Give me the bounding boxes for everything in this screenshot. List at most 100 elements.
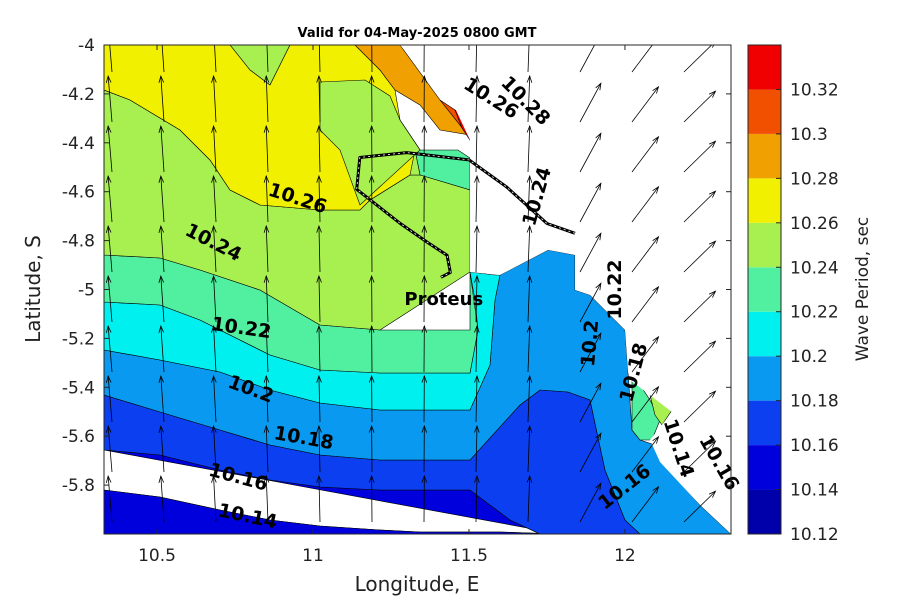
wave-arrow-head: [595, 332, 602, 341]
wave-arrow-head: [263, 374, 270, 383]
wave-arrow-shaft: [527, 126, 531, 173]
wave-arrow-shaft: [265, 226, 269, 273]
colorbar-tick-label: 10.16: [790, 436, 839, 456]
wave-arrow-shaft: [683, 240, 716, 273]
wave-arrow-shaft: [107, 476, 113, 523]
wave-arrow-head: [652, 485, 660, 494]
wave-arrow-shaft: [213, 426, 217, 473]
wave-arrow-shaft: [318, 176, 321, 223]
wave-arrow-head: [595, 282, 602, 291]
wave-arrow-shaft: [107, 76, 113, 123]
colorbar-swatch: [748, 400, 781, 446]
wave-arrow-head: [211, 374, 217, 383]
wave-arrow-head: [263, 424, 270, 433]
wave-arrow-shaft: [107, 126, 113, 173]
wave-arrow-head: [158, 274, 165, 283]
wave-arrow-head: [158, 124, 165, 133]
colorbar-swatch: [748, 89, 781, 134]
wave-arrow-head: [526, 224, 533, 233]
wave-arrow-shaft: [107, 176, 113, 223]
wave-arrow-head: [105, 374, 112, 384]
wave-arrow-shaft: [579, 383, 602, 423]
wave-arrow-shaft: [318, 326, 321, 373]
wave-arrow-shaft: [161, 45, 165, 73]
wave-arrow-shaft: [527, 176, 531, 223]
wave-arrow-shaft: [527, 76, 531, 123]
wave-arrow-head: [211, 474, 217, 483]
wave-arrow-shaft: [579, 483, 602, 523]
wave-arrow-head: [421, 224, 428, 233]
wave-arrow-head: [421, 424, 428, 433]
y-axis-label: Latitude, S: [21, 235, 45, 343]
wave-arrow-shaft: [265, 426, 269, 473]
colorbar-tick-label: 10.3: [790, 125, 828, 145]
wave-arrow-shaft: [213, 326, 217, 373]
wave-arrow-shaft: [527, 326, 531, 373]
wave-arrow-head: [159, 26, 164, 33]
wave-arrow-shaft: [265, 326, 269, 373]
wave-arrow-head: [421, 174, 428, 183]
wave-arrow-shaft: [107, 376, 113, 423]
wave-arrow-shaft: [213, 76, 217, 123]
wave-arrow-head: [526, 274, 533, 283]
wave-arrow-head: [474, 374, 480, 383]
wave-arrow-shaft: [579, 83, 602, 123]
wave-arrow-shaft: [265, 276, 269, 323]
wave-arrow-head: [368, 374, 375, 383]
y-tick-label: -5: [78, 281, 95, 301]
wave-arrow-head: [421, 124, 428, 133]
wave-arrow-shaft: [475, 45, 477, 73]
wave-arrow-head: [474, 474, 480, 483]
band-10.26-gap: [319, 79, 421, 206]
wave-arrow-head: [595, 82, 602, 91]
wave-arrow-head: [368, 74, 375, 83]
wave-arrow-head: [708, 240, 717, 248]
wave-arrow-head: [708, 390, 717, 398]
y-tick-label: -5.8: [62, 476, 95, 496]
wave-arrow-shaft: [579, 283, 602, 323]
wave-arrow-shaft: [265, 376, 269, 423]
wave-arrow-shaft: [213, 376, 217, 423]
wave-arrow-head: [526, 474, 533, 483]
wave-arrow-head: [421, 274, 428, 283]
wave-arrow-shaft: [475, 326, 478, 373]
colorbar-swatch: [748, 356, 781, 401]
vessel-track-highlight: [356, 152, 576, 278]
wave-arrow-head: [421, 324, 428, 333]
wave-arrow-head: [368, 424, 375, 433]
wave-arrow-head: [708, 90, 717, 98]
wave-arrow-shaft: [213, 276, 217, 323]
wave-arrow-head: [526, 124, 533, 133]
wave-arrow-shaft: [631, 386, 659, 423]
wave-arrow-shaft: [631, 286, 659, 323]
wave-arrow-shaft: [160, 176, 165, 223]
wave-arrow-head: [595, 132, 602, 141]
wave-arrow-shaft: [683, 140, 716, 173]
wave-arrow-head: [708, 440, 717, 448]
colorbar: 10.12 10.14 10.16 10.18 10.2 10.22 10.24 10.26 1…: [747, 44, 839, 545]
wave-arrow-head: [708, 340, 717, 348]
colorbar-swatch: [748, 489, 781, 534]
wave-arrow-shaft: [214, 45, 217, 73]
wave-arrow-head: [652, 85, 660, 94]
x-tick-label: 12: [614, 546, 636, 566]
wave-arrow-head: [368, 174, 375, 183]
wave-arrow-head: [474, 274, 480, 283]
wave-arrow-head: [105, 74, 112, 84]
wave-arrow-head: [595, 232, 602, 241]
colorbar-tick-label: 10.28: [790, 169, 839, 189]
wave-arrow-shaft: [266, 45, 269, 73]
wave-arrow-shaft: [160, 476, 165, 523]
y-tick-label: -5.6: [62, 427, 95, 447]
wave-arrow-head: [421, 374, 428, 383]
wave-arrow-shaft: [107, 276, 113, 323]
wave-arrow-shaft: [631, 236, 659, 273]
land-mask: [400, 45, 731, 534]
wave-arrow-shaft: [318, 226, 321, 273]
wave-arrow-head: [526, 174, 533, 183]
wave-arrow-head: [105, 124, 112, 134]
colorbar-label: Wave Period, sec: [853, 217, 873, 362]
contour-label: 10.2: [577, 319, 603, 368]
wave-arrow-head: [368, 124, 375, 133]
